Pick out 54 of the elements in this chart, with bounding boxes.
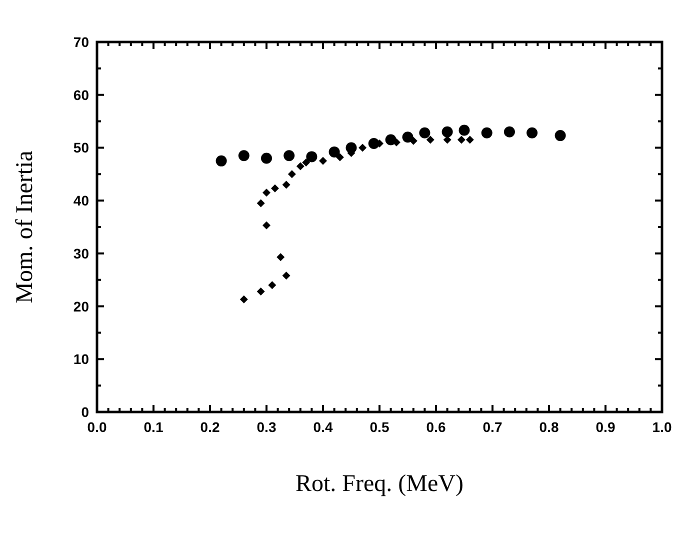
point	[282, 180, 290, 189]
point	[216, 155, 227, 166]
point	[284, 150, 295, 162]
point	[270, 184, 279, 192]
point	[419, 127, 430, 138]
y-tick-label: 20	[73, 298, 90, 314]
y-tick-label: 30	[73, 245, 90, 262]
point	[240, 295, 248, 304]
x-axis-title: Rot. Freq. (MeV)	[296, 471, 464, 497]
point	[262, 221, 270, 230]
point	[256, 199, 265, 208]
point	[328, 146, 340, 158]
point	[319, 156, 327, 165]
point	[262, 188, 270, 197]
point	[554, 130, 566, 142]
x-tick-label: 0.7	[482, 419, 502, 435]
point	[276, 253, 285, 262]
point	[238, 150, 250, 162]
point	[504, 126, 515, 138]
x-tick-label: 0.0	[87, 419, 107, 435]
point	[481, 127, 492, 138]
point	[282, 272, 290, 280]
x-tick-label: 0.4	[313, 419, 333, 435]
point	[358, 144, 367, 152]
x-tick-label: 0.8	[539, 419, 559, 435]
y-tick-label: 60	[73, 86, 90, 103]
x-tick-label: 0.9	[596, 419, 616, 435]
point	[426, 136, 434, 144]
point	[256, 287, 265, 296]
point	[526, 127, 538, 138]
point	[466, 136, 474, 144]
point	[442, 126, 453, 138]
point	[288, 170, 296, 178]
y-axis-title: Mom. of Inertia	[12, 150, 38, 304]
point	[336, 153, 344, 162]
point	[302, 158, 310, 167]
point	[402, 132, 414, 143]
x-tick-label: 1.0	[652, 419, 672, 435]
y-tick-label: 10	[73, 351, 90, 368]
point	[458, 124, 470, 136]
x-tick-label: 0.5	[370, 419, 390, 435]
point	[261, 152, 272, 164]
point	[457, 136, 466, 144]
point	[296, 162, 304, 170]
y-tick-label: 0	[81, 404, 90, 420]
point	[268, 281, 276, 290]
x-tick-label: 0.2	[200, 419, 220, 435]
point	[306, 151, 318, 162]
x-tick-label: 0.1	[144, 419, 164, 435]
y-tick-label: 70	[73, 34, 90, 50]
y-tick-label: 40	[73, 192, 90, 209]
y-tick-label: 50	[73, 140, 90, 156]
x-tick-label: 0.6	[426, 419, 446, 435]
x-tick-label: 0.3	[256, 419, 276, 435]
